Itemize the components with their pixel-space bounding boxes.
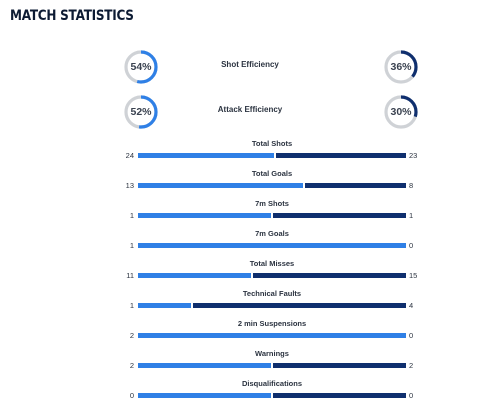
home-efficiency-donut-arc [124, 95, 158, 129]
away-efficiency-donut-arc [384, 50, 418, 84]
stat-label: Total Shots [251, 139, 293, 148]
away-value: 1 [409, 211, 414, 220]
away-value: 0 [409, 391, 414, 400]
home-bar-segment [138, 273, 251, 278]
home-value: 0 [129, 391, 134, 400]
home-value: 2 [129, 331, 134, 340]
away-value: 8 [409, 181, 414, 190]
home-bar-segment [138, 303, 192, 308]
away-bar-segment [273, 363, 406, 368]
away-bar-segment [193, 303, 406, 308]
away-value: 15 [409, 271, 418, 280]
home-value: 1 [129, 211, 134, 220]
home-efficiency-donut-percent: 54% [130, 61, 152, 73]
home-value: 11 [126, 271, 134, 280]
efficiency-label: Attack Efficiency [217, 105, 283, 114]
stat-bar [138, 363, 406, 368]
home-bar-segment [138, 363, 271, 368]
away-bar-segment [275, 153, 406, 158]
stat-label: Technical Faults [242, 289, 302, 298]
stat-bar [138, 303, 406, 308]
home-value: 2 [129, 361, 134, 370]
away-value: 2 [409, 361, 414, 370]
home-bar-segment [138, 333, 406, 338]
stat-label: 7m Shots [255, 199, 289, 208]
away-efficiency-donut: 30% [383, 94, 419, 130]
home-bar-segment [138, 213, 271, 218]
away-bar-segment [304, 183, 406, 188]
home-value: 1 [129, 241, 134, 250]
home-bar-segment [138, 393, 271, 398]
home-value: 13 [125, 181, 134, 190]
home-efficiency-donut-percent: 52% [130, 106, 152, 118]
away-value: 23 [409, 151, 418, 160]
away-bar-segment [273, 213, 406, 218]
stat-label: Total Misses [249, 259, 295, 268]
away-efficiency-donut-arc [384, 95, 418, 129]
stat-bar [138, 213, 406, 218]
stat-label: 2 min Suspensions [237, 319, 307, 328]
away-value: 4 [409, 301, 414, 310]
away-bar-segment [273, 393, 406, 398]
away-bar-segment [252, 273, 406, 278]
away-value: 0 [409, 331, 414, 340]
home-value: 1 [129, 301, 134, 310]
home-value: 24 [125, 151, 134, 160]
stat-label: Warnings [255, 349, 289, 358]
stat-bar [138, 243, 406, 248]
stat-label: Total Goals [251, 169, 293, 178]
stat-label: 7m Goals [255, 229, 289, 238]
home-bar-segment [138, 243, 406, 248]
efficiency-label: Shot Efficiency [221, 60, 279, 69]
away-efficiency-donut: 36% [383, 49, 419, 85]
away-efficiency-donut-percent: 30% [390, 106, 412, 118]
stat-bar [138, 393, 406, 398]
stat-bar [138, 333, 406, 338]
home-efficiency-donut: 54% [123, 49, 159, 85]
stat-bar [138, 273, 406, 278]
stat-label: Disqualifications [241, 379, 302, 388]
away-efficiency-donut-percent: 36% [390, 61, 412, 73]
home-efficiency-donut: 52% [123, 94, 159, 130]
home-efficiency-donut-arc [124, 50, 158, 84]
away-value: 0 [409, 241, 414, 250]
stat-bar [138, 153, 406, 158]
page-title: MATCH STATISTICS [10, 8, 134, 24]
home-bar-segment [138, 183, 303, 188]
stat-bar [138, 183, 406, 188]
home-bar-segment [138, 153, 274, 158]
